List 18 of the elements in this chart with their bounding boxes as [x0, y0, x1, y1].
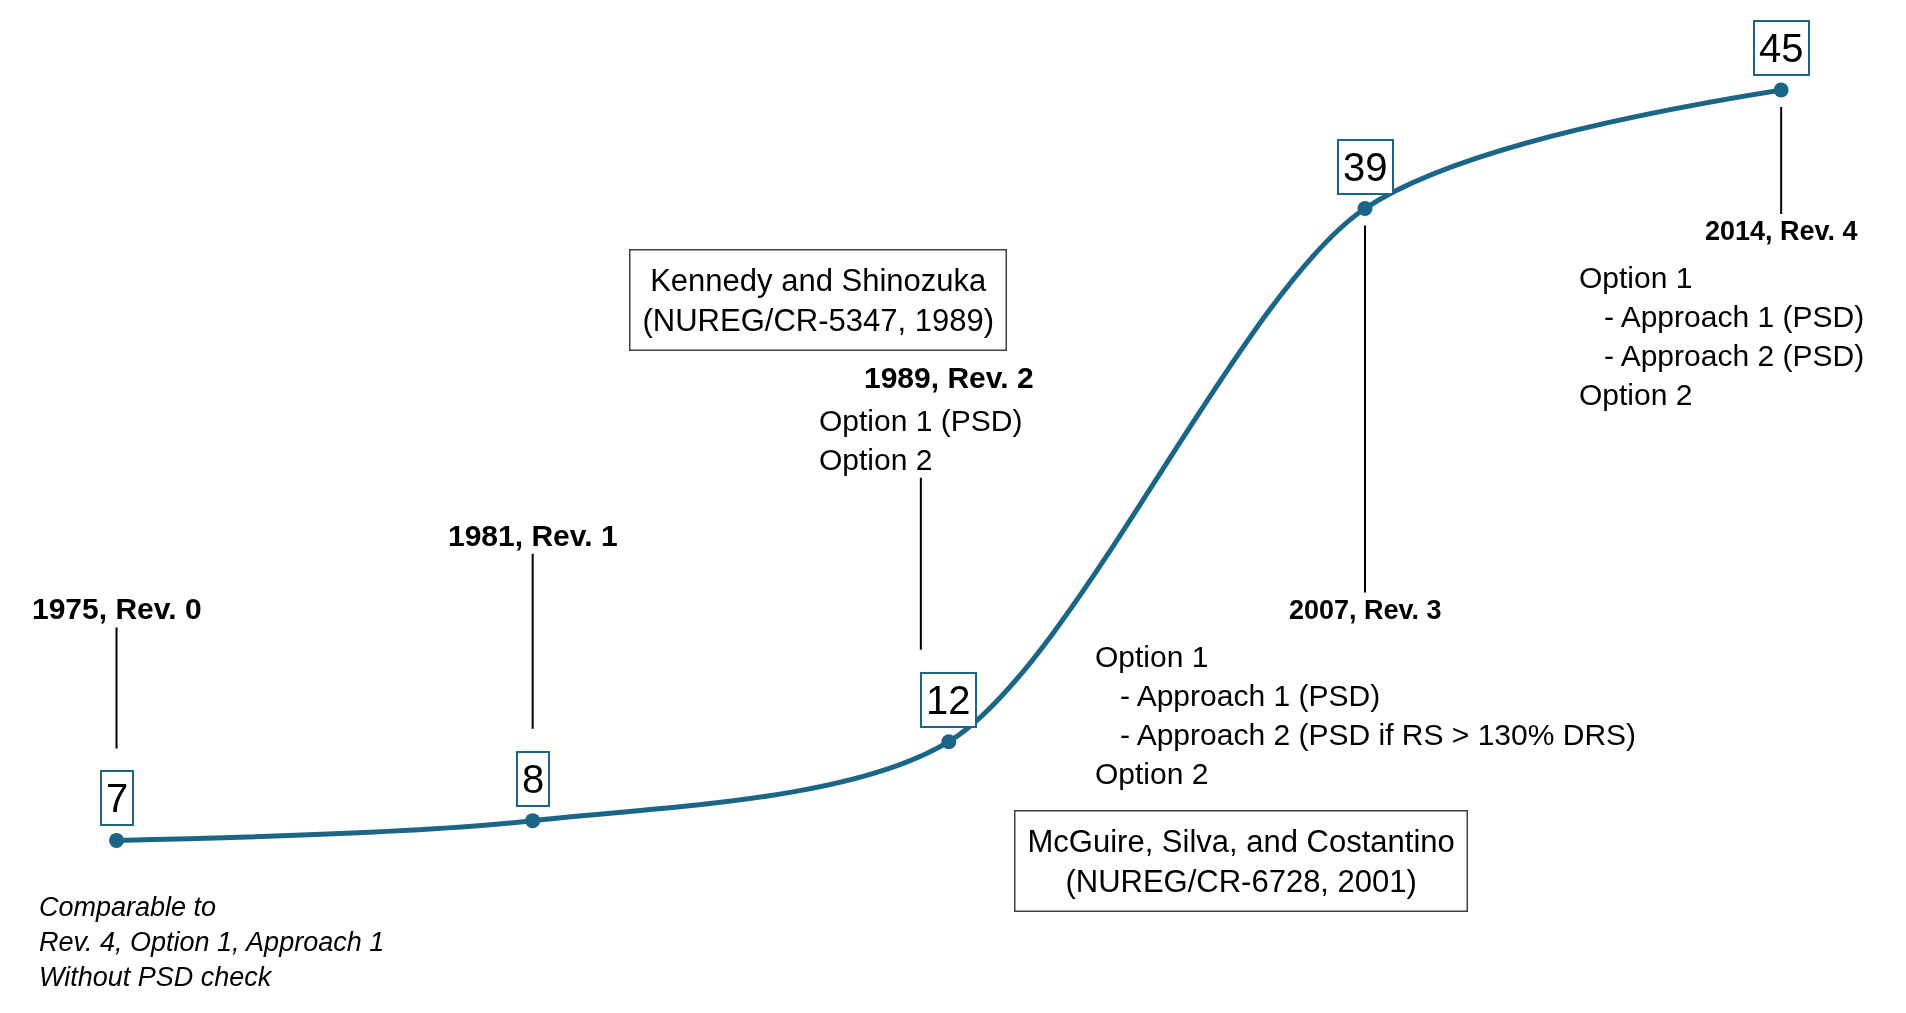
point [525, 813, 541, 829]
text: 2007, Rev. 3 Option 1 - Approach 1 (PSD) - Approach 2 (PSD if RS > 130% DRS) Option 2 [1095, 595, 1637, 790]
annotation: 1975, Rev. 0 [32, 592, 202, 625]
annotation: Kennedy and Shinozuka (NUREG/CR-5347, 1989) [642, 262, 994, 338]
text: Comparable to Rev. 4, Option 1, Approach 1 Without PSD check [39, 892, 385, 993]
data-label: 8 [522, 757, 545, 801]
data-label: 7 [106, 776, 129, 820]
annotation: 1989, Rev. 2 Option 1 (PSD) Option 2 [819, 361, 1034, 476]
data-label: 45 [1759, 26, 1804, 70]
annotation: McGuire, Silva, and Costantino (NUREG/CR-6728, 2001) [1027, 823, 1455, 899]
point [941, 734, 957, 750]
point [109, 832, 125, 848]
data-label: 39 [1343, 145, 1388, 189]
annotation: 2014, Rev. 4 Option 1 - Approach 1 (PSD) - Approach 2 (PSD) Option 2 [1579, 216, 1865, 411]
annotation: 1981, Rev. 1 [448, 519, 618, 552]
point [1773, 82, 1789, 98]
point [1357, 201, 1373, 217]
data-label: 12 [926, 678, 971, 722]
